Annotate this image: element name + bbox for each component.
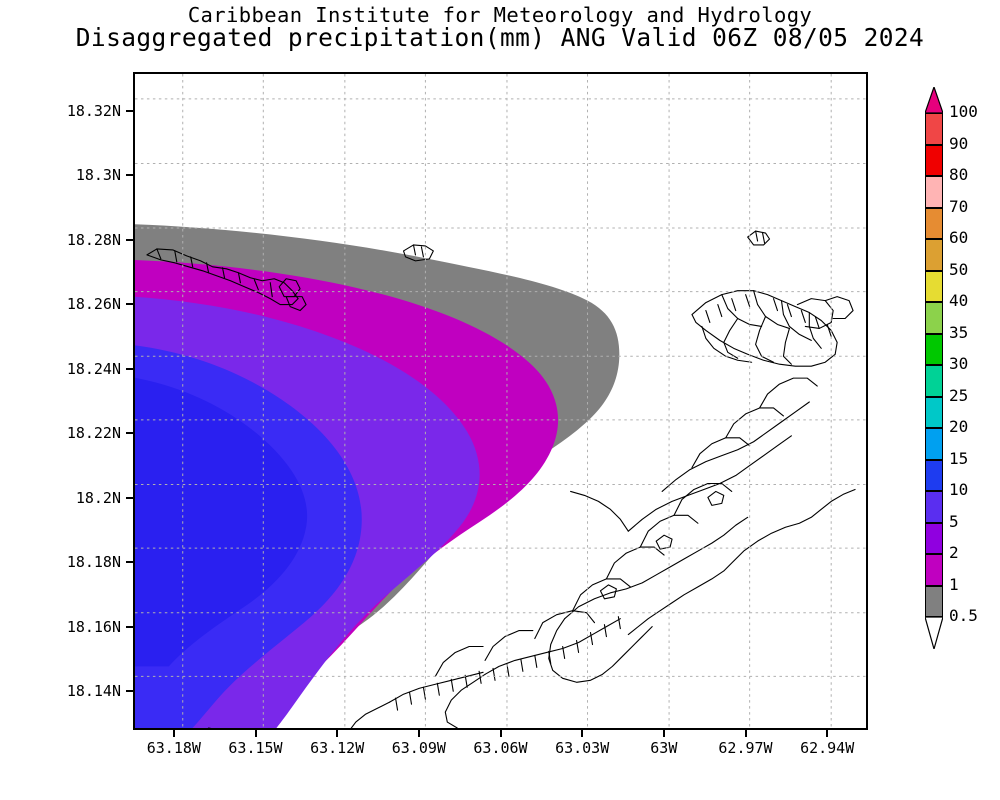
x-axis-tick-mark-4 xyxy=(499,730,502,737)
contour-core-deepest xyxy=(135,377,308,667)
x-axis-tick-mark-3 xyxy=(417,730,420,737)
y-axis-tick-mark-2 xyxy=(126,238,133,241)
coastline-layer xyxy=(146,230,856,728)
colorbar-band-60-70 xyxy=(925,207,943,239)
y-axis-tick-mark-1 xyxy=(126,174,133,177)
colorbar-band-35-40 xyxy=(925,302,943,334)
y-axis-tick-label-8: 18.16N xyxy=(66,617,121,636)
x-axis-tick-mark-2 xyxy=(336,730,339,737)
y-axis-tick-label-6: 18.2N xyxy=(75,488,121,507)
y-axis-tick-mark-8 xyxy=(126,625,133,628)
colorbar-band-70-80 xyxy=(925,176,943,208)
colorbar-tick-label-30: 30 xyxy=(949,353,969,373)
x-axis-tick-label-6: 63W xyxy=(650,739,678,757)
colorbar-tick-label-80: 80 xyxy=(949,164,969,184)
x-axis-tick-label-2: 63.12W xyxy=(310,739,365,757)
colorbar-tick-label-40: 40 xyxy=(949,290,969,310)
y-axis-tick-label-2: 18.28N xyxy=(66,230,121,249)
y-axis-tick-mark-4 xyxy=(126,367,133,370)
colorbar-tick-label-100: 100 xyxy=(949,101,978,121)
precipitation-contour-layer xyxy=(135,224,856,728)
colorbar-tick-label-20: 20 xyxy=(949,416,969,436)
y-axis-tick-label-1: 18.3N xyxy=(75,166,121,185)
colorbar-tick-label-35: 35 xyxy=(949,322,969,342)
colorbar-tick-label-25: 25 xyxy=(949,385,969,405)
colorbar-extend-max-arrow xyxy=(924,85,944,114)
colorbar-band-1-2 xyxy=(925,554,943,586)
institute-title: Caribbean Institute for Meteorology and … xyxy=(187,3,813,27)
y-axis-tick-label-9: 18.14N xyxy=(66,682,121,701)
y-axis-tick-mark-3 xyxy=(126,303,133,306)
map-canvas xyxy=(135,74,866,728)
x-axis-tick-label-8: 62.94W xyxy=(800,739,855,757)
colorbar-band-5-10 xyxy=(925,491,943,523)
x-axis-tick-label-0: 63.18W xyxy=(146,739,201,757)
colorbar-extend-min-arrow xyxy=(924,616,944,652)
y-axis-tick-label-5: 18.22N xyxy=(66,424,121,443)
y-axis-tick-label-0: 18.32N xyxy=(66,101,121,120)
x-axis-tick-label-5: 63.03W xyxy=(555,739,610,757)
colorbar-tick-label-1: 1 xyxy=(949,574,959,594)
y-axis-tick-mark-9 xyxy=(126,690,133,693)
colorbar-tick-label-70: 70 xyxy=(949,196,969,216)
x-axis-tick-mark-7 xyxy=(744,730,747,737)
y-axis-tick-mark-6 xyxy=(126,496,133,499)
y-axis-tick-mark-0 xyxy=(126,109,133,112)
colorbar-band-20-25 xyxy=(925,396,943,428)
colorbar-tick-label-0p5: 0.5 xyxy=(949,605,978,625)
colorbar-band-25-30 xyxy=(925,365,943,397)
y-axis-tick-label-4: 18.24N xyxy=(66,359,121,378)
x-axis-tick-mark-0 xyxy=(172,730,175,737)
graticule-layer xyxy=(135,74,866,728)
colorbar-tick-label-50: 50 xyxy=(949,259,969,279)
colorbar-band-10-15 xyxy=(925,459,943,491)
colorbar-tick-label-60: 60 xyxy=(949,227,969,247)
x-axis-tick-label-1: 63.15W xyxy=(228,739,283,757)
y-axis-tick-label-3: 18.26N xyxy=(66,295,121,314)
colorbar-tick-label-90: 90 xyxy=(949,133,969,153)
colorbar-band-90-100 xyxy=(925,113,943,145)
x-axis-tick-mark-8 xyxy=(826,730,829,737)
x-axis-tick-mark-5 xyxy=(581,730,584,737)
map-plot-area xyxy=(133,72,868,730)
chart-title-block: Caribbean Institute for Meteorology and … xyxy=(0,4,1000,51)
x-axis-tick-label-7: 62.97W xyxy=(718,739,773,757)
y-axis-tick-mark-5 xyxy=(126,432,133,435)
colorbar-band-2-5 xyxy=(925,522,943,554)
x-axis-tick-mark-6 xyxy=(662,730,665,737)
colorbar-tick-label-15: 15 xyxy=(949,448,969,468)
x-axis-tick-mark-1 xyxy=(254,730,257,737)
colorbar-tick-label-5: 5 xyxy=(949,511,959,531)
x-axis-tick-label-3: 63.09W xyxy=(391,739,446,757)
y-axis-tick-mark-7 xyxy=(126,561,133,564)
colorbar-tick-label-2: 2 xyxy=(949,542,959,562)
colorbar-band-0.5-1 xyxy=(925,585,943,617)
colorbar-band-50-60 xyxy=(925,239,943,271)
y-axis-tick-label-7: 18.18N xyxy=(66,553,121,572)
colorbar-tick-label-10: 10 xyxy=(949,479,969,499)
colorbar-band-80-90 xyxy=(925,144,943,176)
page-title: Disaggregated precipitation(mm) ANG Vali… xyxy=(75,23,925,52)
colorbar-band-40-50 xyxy=(925,270,943,302)
colorbar-band-30-35 xyxy=(925,333,943,365)
colorbar-band-15-20 xyxy=(925,428,943,460)
x-axis-tick-label-4: 63.06W xyxy=(473,739,528,757)
